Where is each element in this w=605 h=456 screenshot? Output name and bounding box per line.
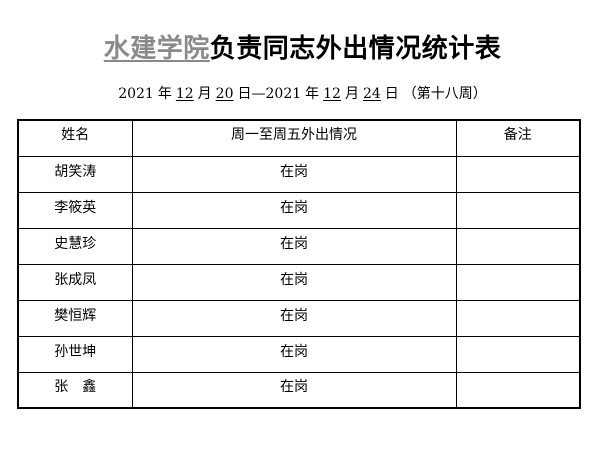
table-header-row: 姓名 周一至周五外出情况 备注: [17, 119, 581, 157]
cell-name: 史慧珍: [17, 227, 133, 265]
end-day: 24: [362, 86, 381, 102]
table-row: 张成凤 在岗: [17, 263, 581, 301]
cell-note: [455, 191, 581, 229]
cell-status: 在岗: [131, 299, 457, 337]
attendance-table: 姓名 周一至周五外出情况 备注 胡笑涛 在岗 李筱英 在岗 史慧珍 在岗: [17, 119, 581, 409]
cell-note: [455, 155, 581, 193]
cell-name-part2: 鑫: [82, 379, 97, 396]
label-year-start: 年: [157, 86, 172, 102]
date-dash: —: [251, 86, 266, 102]
page-title: 水建学院负责同志外出情况统计表: [0, 33, 605, 65]
cell-status: 在岗: [131, 371, 457, 409]
attendance-table-wrapper: 姓名 周一至周五外出情况 备注 胡笑涛 在岗 李筱英 在岗 史慧珍 在岗: [17, 119, 581, 409]
cell-name-part1: 张: [54, 379, 69, 396]
label-day-end: 日: [384, 86, 399, 102]
cell-status: 在岗: [131, 263, 457, 301]
end-month: 12: [323, 86, 341, 102]
cell-note: [455, 263, 581, 301]
column-header-name: 姓名: [17, 119, 133, 157]
label-month-end: 月: [344, 86, 359, 102]
cell-status: 在岗: [131, 227, 457, 265]
column-header-note: 备注: [455, 119, 581, 157]
week-number: （第十八周）: [402, 86, 487, 102]
title-text: 水建学院负责同志外出情况统计表: [104, 34, 502, 64]
start-year: 2021: [118, 86, 154, 102]
title-organization: 水建学院: [103, 34, 210, 64]
label-month-start: 月: [197, 86, 212, 102]
cell-note: [455, 227, 581, 265]
label-year-end: 年: [305, 86, 320, 102]
table-row: 张鑫 在岗: [17, 371, 581, 409]
cell-note: [455, 371, 581, 409]
cell-status: 在岗: [131, 335, 457, 373]
table-row: 胡笑涛 在岗: [17, 155, 581, 193]
cell-note: [455, 299, 581, 337]
cell-name: 胡笑涛: [17, 155, 133, 193]
table-row: 李筱英 在岗: [17, 191, 581, 229]
cell-name: 张鑫: [17, 371, 133, 409]
end-year: 2021: [265, 86, 302, 102]
column-header-status: 周一至周五外出情况: [131, 119, 457, 157]
cell-status: 在岗: [131, 191, 457, 229]
cell-note: [455, 335, 581, 373]
label-day-start: 日: [237, 86, 252, 102]
cell-name: 张成凤: [17, 263, 133, 301]
cell-name: 李筱英: [17, 191, 133, 229]
table-row: 樊恒辉 在岗: [17, 299, 581, 337]
start-month: 12: [175, 86, 194, 102]
table-row: 史慧珍 在岗: [17, 227, 581, 265]
cell-name: 孙世坤: [17, 335, 133, 373]
cell-name: 樊恒辉: [17, 299, 133, 337]
start-day: 20: [215, 86, 234, 102]
cell-status: 在岗: [131, 155, 457, 193]
date-range-line: 2021 年 12 月 20 日—2021 年 12 月 24 日（第十八周）: [0, 84, 605, 104]
table-row: 孙世坤 在岗: [17, 335, 581, 373]
title-subject: 负责同志外出情况统计表: [209, 34, 502, 64]
